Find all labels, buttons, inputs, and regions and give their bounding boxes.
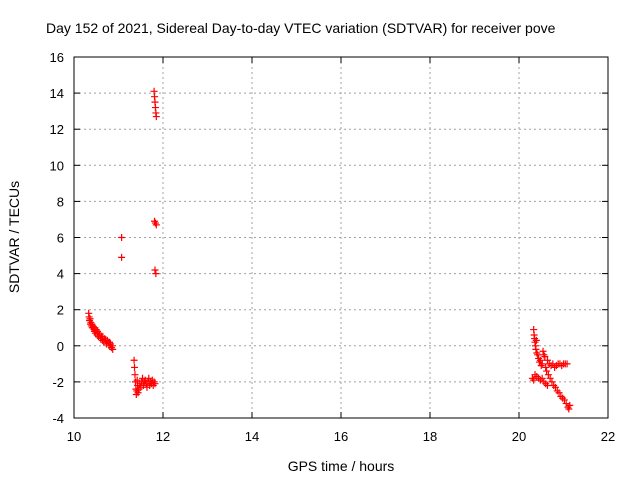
data-point xyxy=(538,360,546,368)
data-point xyxy=(542,363,550,371)
data-point xyxy=(544,371,552,379)
data-point xyxy=(151,380,159,388)
data-point xyxy=(530,376,538,384)
data-point xyxy=(541,353,549,361)
x-tick-label: 20 xyxy=(512,429,526,444)
data-point xyxy=(553,387,561,395)
data-point xyxy=(152,270,160,278)
x-tick-label: 12 xyxy=(156,429,170,444)
data-point xyxy=(543,356,551,364)
data-point xyxy=(543,367,551,375)
data-point xyxy=(559,394,567,402)
y-tick-label: 10 xyxy=(50,158,64,173)
data-point xyxy=(532,345,540,353)
data-point xyxy=(532,336,540,344)
x-axis-label: GPS time / hours xyxy=(288,458,395,474)
data-point xyxy=(536,356,544,364)
data-point xyxy=(145,374,153,382)
x-tick-label: 16 xyxy=(334,429,348,444)
data-point xyxy=(540,351,548,359)
data-point xyxy=(131,371,139,379)
data-point xyxy=(560,396,568,404)
y-tick-label: 0 xyxy=(57,339,64,354)
data-point xyxy=(131,363,139,371)
data-point xyxy=(151,217,159,225)
data-point xyxy=(134,389,142,397)
data-point xyxy=(533,372,541,380)
y-tick-label: -4 xyxy=(52,411,64,426)
data-point xyxy=(564,403,572,411)
data-points xyxy=(85,87,574,413)
grid xyxy=(74,57,608,418)
data-point xyxy=(534,351,542,359)
y-tick-label: 2 xyxy=(57,303,64,318)
x-tick-label: 14 xyxy=(245,429,259,444)
axis-ticks: 10 12 14 16 18 20 22 -4 -2 0 2 4 6 8 10 12 14 16 xyxy=(50,50,616,444)
data-point xyxy=(565,405,573,413)
chart-title: Day 152 of 2021, Sidereal Day-to-day VTE… xyxy=(46,20,556,36)
data-point xyxy=(562,400,570,408)
data-point xyxy=(557,392,565,400)
data-point xyxy=(536,376,544,384)
data-point xyxy=(551,383,559,391)
data-point xyxy=(152,113,160,121)
data-point xyxy=(546,374,554,382)
data-point xyxy=(535,354,543,362)
y-axis-label: SDTVAR / TECUs xyxy=(6,181,22,293)
y-tick-label: 8 xyxy=(57,194,64,209)
data-point xyxy=(540,378,548,386)
x-tick-label: 10 xyxy=(67,429,81,444)
data-point xyxy=(109,345,117,353)
data-point xyxy=(118,234,126,241)
x-tick-label: 22 xyxy=(601,429,615,444)
data-point xyxy=(537,362,545,370)
data-point xyxy=(555,389,563,397)
data-point xyxy=(539,347,547,355)
data-point xyxy=(550,382,558,390)
data-point xyxy=(566,401,574,409)
y-tick-label: -2 xyxy=(52,375,64,390)
data-point xyxy=(538,374,546,382)
data-point xyxy=(548,378,556,386)
y-tick-label: 12 xyxy=(50,122,64,137)
data-point xyxy=(151,266,159,274)
data-point xyxy=(118,253,126,261)
data-point xyxy=(151,219,159,227)
y-tick-label: 16 xyxy=(50,50,64,65)
y-tick-label: 14 xyxy=(50,86,64,101)
data-point xyxy=(563,360,571,368)
y-tick-label: 6 xyxy=(57,231,64,246)
data-point xyxy=(152,221,160,229)
data-point xyxy=(551,363,559,371)
data-point xyxy=(558,362,566,370)
data-point xyxy=(130,356,138,364)
data-point xyxy=(543,382,551,390)
y-tick-label: 4 xyxy=(57,267,64,282)
data-point xyxy=(542,380,550,388)
data-point xyxy=(533,349,541,357)
x-tick-label: 18 xyxy=(423,429,437,444)
